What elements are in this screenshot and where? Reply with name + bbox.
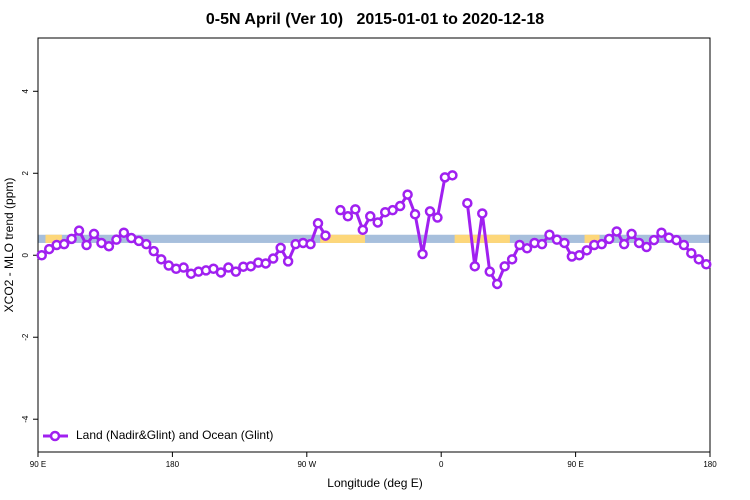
data-point [686, 247, 697, 259]
data-point [499, 261, 510, 272]
data-point [656, 227, 667, 238]
data-point [417, 248, 428, 260]
x-axis-label: Longitude (deg E) [327, 476, 422, 490]
data-point [544, 229, 555, 241]
data-point [118, 227, 130, 238]
data-point [447, 170, 458, 181]
data-point [275, 242, 286, 254]
data-point [111, 234, 122, 245]
data-point [36, 249, 47, 261]
data-point [58, 238, 70, 250]
data-point [536, 238, 548, 250]
data-point [491, 278, 503, 290]
data-point [178, 262, 189, 273]
land-segment [45, 234, 62, 243]
data-point [66, 233, 77, 245]
data-point [693, 254, 705, 265]
data-point [372, 217, 383, 228]
data-point [521, 243, 533, 254]
data-point [469, 261, 481, 272]
y-tick-label: 0 [21, 252, 30, 257]
x-tick-label: 90 E [30, 460, 46, 469]
data-point [641, 241, 652, 253]
data-point [678, 239, 690, 251]
plot-frame [37, 37, 711, 453]
y-tick-label: -2 [21, 333, 30, 341]
data-point [155, 254, 167, 265]
data-point [260, 258, 271, 269]
data-point [424, 206, 436, 217]
data-point [312, 218, 324, 229]
legend-label: Land (Nadir&Glint) and Ocean (Glint) [76, 428, 273, 442]
y-tick-label: 2 [21, 170, 30, 175]
data-point [618, 238, 630, 250]
data-point [267, 253, 279, 264]
data-point [648, 234, 660, 246]
data-point [574, 249, 585, 261]
data-point [394, 200, 406, 212]
data-point [141, 238, 152, 250]
data-point [43, 243, 55, 255]
data-point [484, 266, 495, 277]
data-point [603, 233, 615, 245]
data-point [581, 245, 593, 256]
x-tick-label: 180 [166, 460, 180, 469]
data-point [215, 267, 227, 278]
x-tick-label: 90 E [567, 460, 583, 469]
data-point [230, 266, 242, 277]
data-point [701, 259, 712, 270]
data-point [409, 209, 421, 220]
data-point [671, 234, 682, 246]
series-line [40, 173, 708, 288]
land-segment [320, 234, 366, 243]
data-point [342, 211, 354, 222]
data-point [73, 225, 85, 236]
y-axis-label: XCO2 - MLO trend (ppm) [2, 178, 16, 313]
x-tick-label: 0 [439, 460, 444, 469]
data-point [305, 238, 316, 250]
y-tick-label: -4 [21, 415, 30, 423]
data-point [282, 256, 294, 267]
data-point [477, 208, 488, 219]
data-point [357, 224, 369, 236]
data-point [596, 238, 607, 250]
data-point [633, 237, 645, 249]
land-segment [584, 234, 600, 243]
chart-title: 0-5N April (Ver 10) 2015-01-01 to 2020-1… [206, 11, 544, 28]
data-point [103, 240, 115, 252]
x-tick-label: 180 [703, 460, 717, 469]
data-point [335, 204, 346, 216]
data-point [88, 228, 100, 240]
ocean-band [38, 234, 710, 243]
data-point [320, 230, 331, 241]
data-point [611, 226, 622, 237]
data-point [559, 237, 570, 249]
land-segment [454, 234, 510, 243]
data-point [223, 262, 234, 273]
y-tick-label: 4 [21, 89, 30, 94]
legend-marker [49, 430, 61, 442]
data-point [387, 204, 398, 216]
data-point [506, 254, 518, 265]
data-point [432, 212, 443, 223]
data-point [350, 204, 361, 215]
data-point [81, 239, 92, 251]
data-point [402, 189, 413, 200]
data-point [462, 197, 473, 209]
data-point [626, 228, 637, 240]
x-tick-label: 90 W [297, 460, 316, 469]
data-point [365, 211, 376, 222]
data-point [148, 245, 159, 257]
